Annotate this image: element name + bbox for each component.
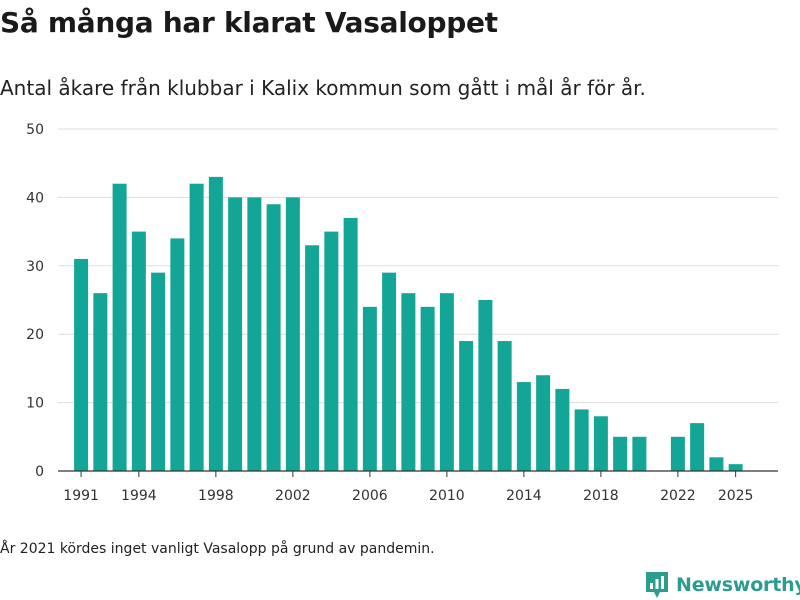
- y-tick-label: 10: [26, 396, 44, 412]
- bar: [170, 238, 185, 471]
- bar: [285, 197, 300, 471]
- bar: [401, 293, 416, 471]
- y-tick-label: 20: [26, 327, 44, 343]
- bar: [420, 306, 435, 471]
- bar-chart: 0 10 20 30 40 50 1991 1994 1998 2002 2006 2010 2014 2…: [26, 122, 778, 504]
- x-tick-label: 2010: [429, 488, 465, 504]
- y-tick-label: 30: [26, 259, 44, 275]
- x-tick-label: 2002: [275, 488, 311, 504]
- bar: [189, 183, 204, 471]
- newsworthy-logo-icon: [646, 572, 668, 598]
- bar: [362, 306, 377, 471]
- bar: [574, 409, 589, 471]
- y-tick-label: 0: [35, 464, 44, 480]
- y-tick-label: 40: [26, 190, 44, 206]
- bar: [382, 272, 397, 471]
- y-tick-label: 50: [26, 122, 44, 138]
- bar: [478, 300, 493, 471]
- bar: [536, 375, 551, 471]
- bar: [555, 388, 570, 471]
- bar: [613, 436, 628, 471]
- bar: [208, 176, 223, 471]
- newsworthy-logo[interactable]: Newsworthy: [644, 570, 800, 600]
- bar: [459, 341, 474, 471]
- bar: [228, 197, 243, 471]
- x-tick-label: 1998: [198, 488, 234, 504]
- bar: [112, 183, 127, 471]
- bar: [632, 436, 647, 471]
- x-tick-label: 1991: [63, 488, 99, 504]
- bar: [131, 231, 146, 471]
- bar: [247, 197, 262, 471]
- footnote: År 2021 kördes inget vanligt Vasalopp på…: [0, 541, 435, 557]
- x-tick-label: 2025: [718, 488, 754, 504]
- x-tick-label: 2022: [660, 488, 696, 504]
- x-tick-label: 2014: [506, 488, 542, 504]
- bar: [728, 464, 743, 471]
- x-tick-label: 2018: [583, 488, 619, 504]
- bar: [343, 217, 358, 471]
- bar: [93, 293, 108, 471]
- logo-text: Newsworthy: [676, 574, 800, 596]
- bar: [690, 423, 705, 471]
- bar: [305, 245, 320, 471]
- bar: [497, 341, 512, 471]
- chart-subtitle: Antal åkare från klubbar i Kalix kommun …: [0, 76, 646, 100]
- bar: [324, 231, 339, 471]
- bar: [151, 272, 166, 471]
- bar: [74, 258, 89, 471]
- bar: [266, 204, 281, 471]
- bar: [439, 293, 454, 471]
- bar: [593, 416, 608, 471]
- x-tick-label: 1994: [121, 488, 157, 504]
- axes: 0 10 20 30 40 50 1991 1994 1998 2002 2006 2010 2014 2…: [26, 122, 778, 504]
- bar: [516, 382, 531, 471]
- chart-title: Så många har klarat Vasaloppet: [0, 6, 498, 39]
- grid-lines: [58, 128, 778, 404]
- bar: [709, 457, 724, 471]
- x-tick-label: 2006: [352, 488, 388, 504]
- bar: [670, 436, 685, 471]
- bars: [74, 176, 743, 471]
